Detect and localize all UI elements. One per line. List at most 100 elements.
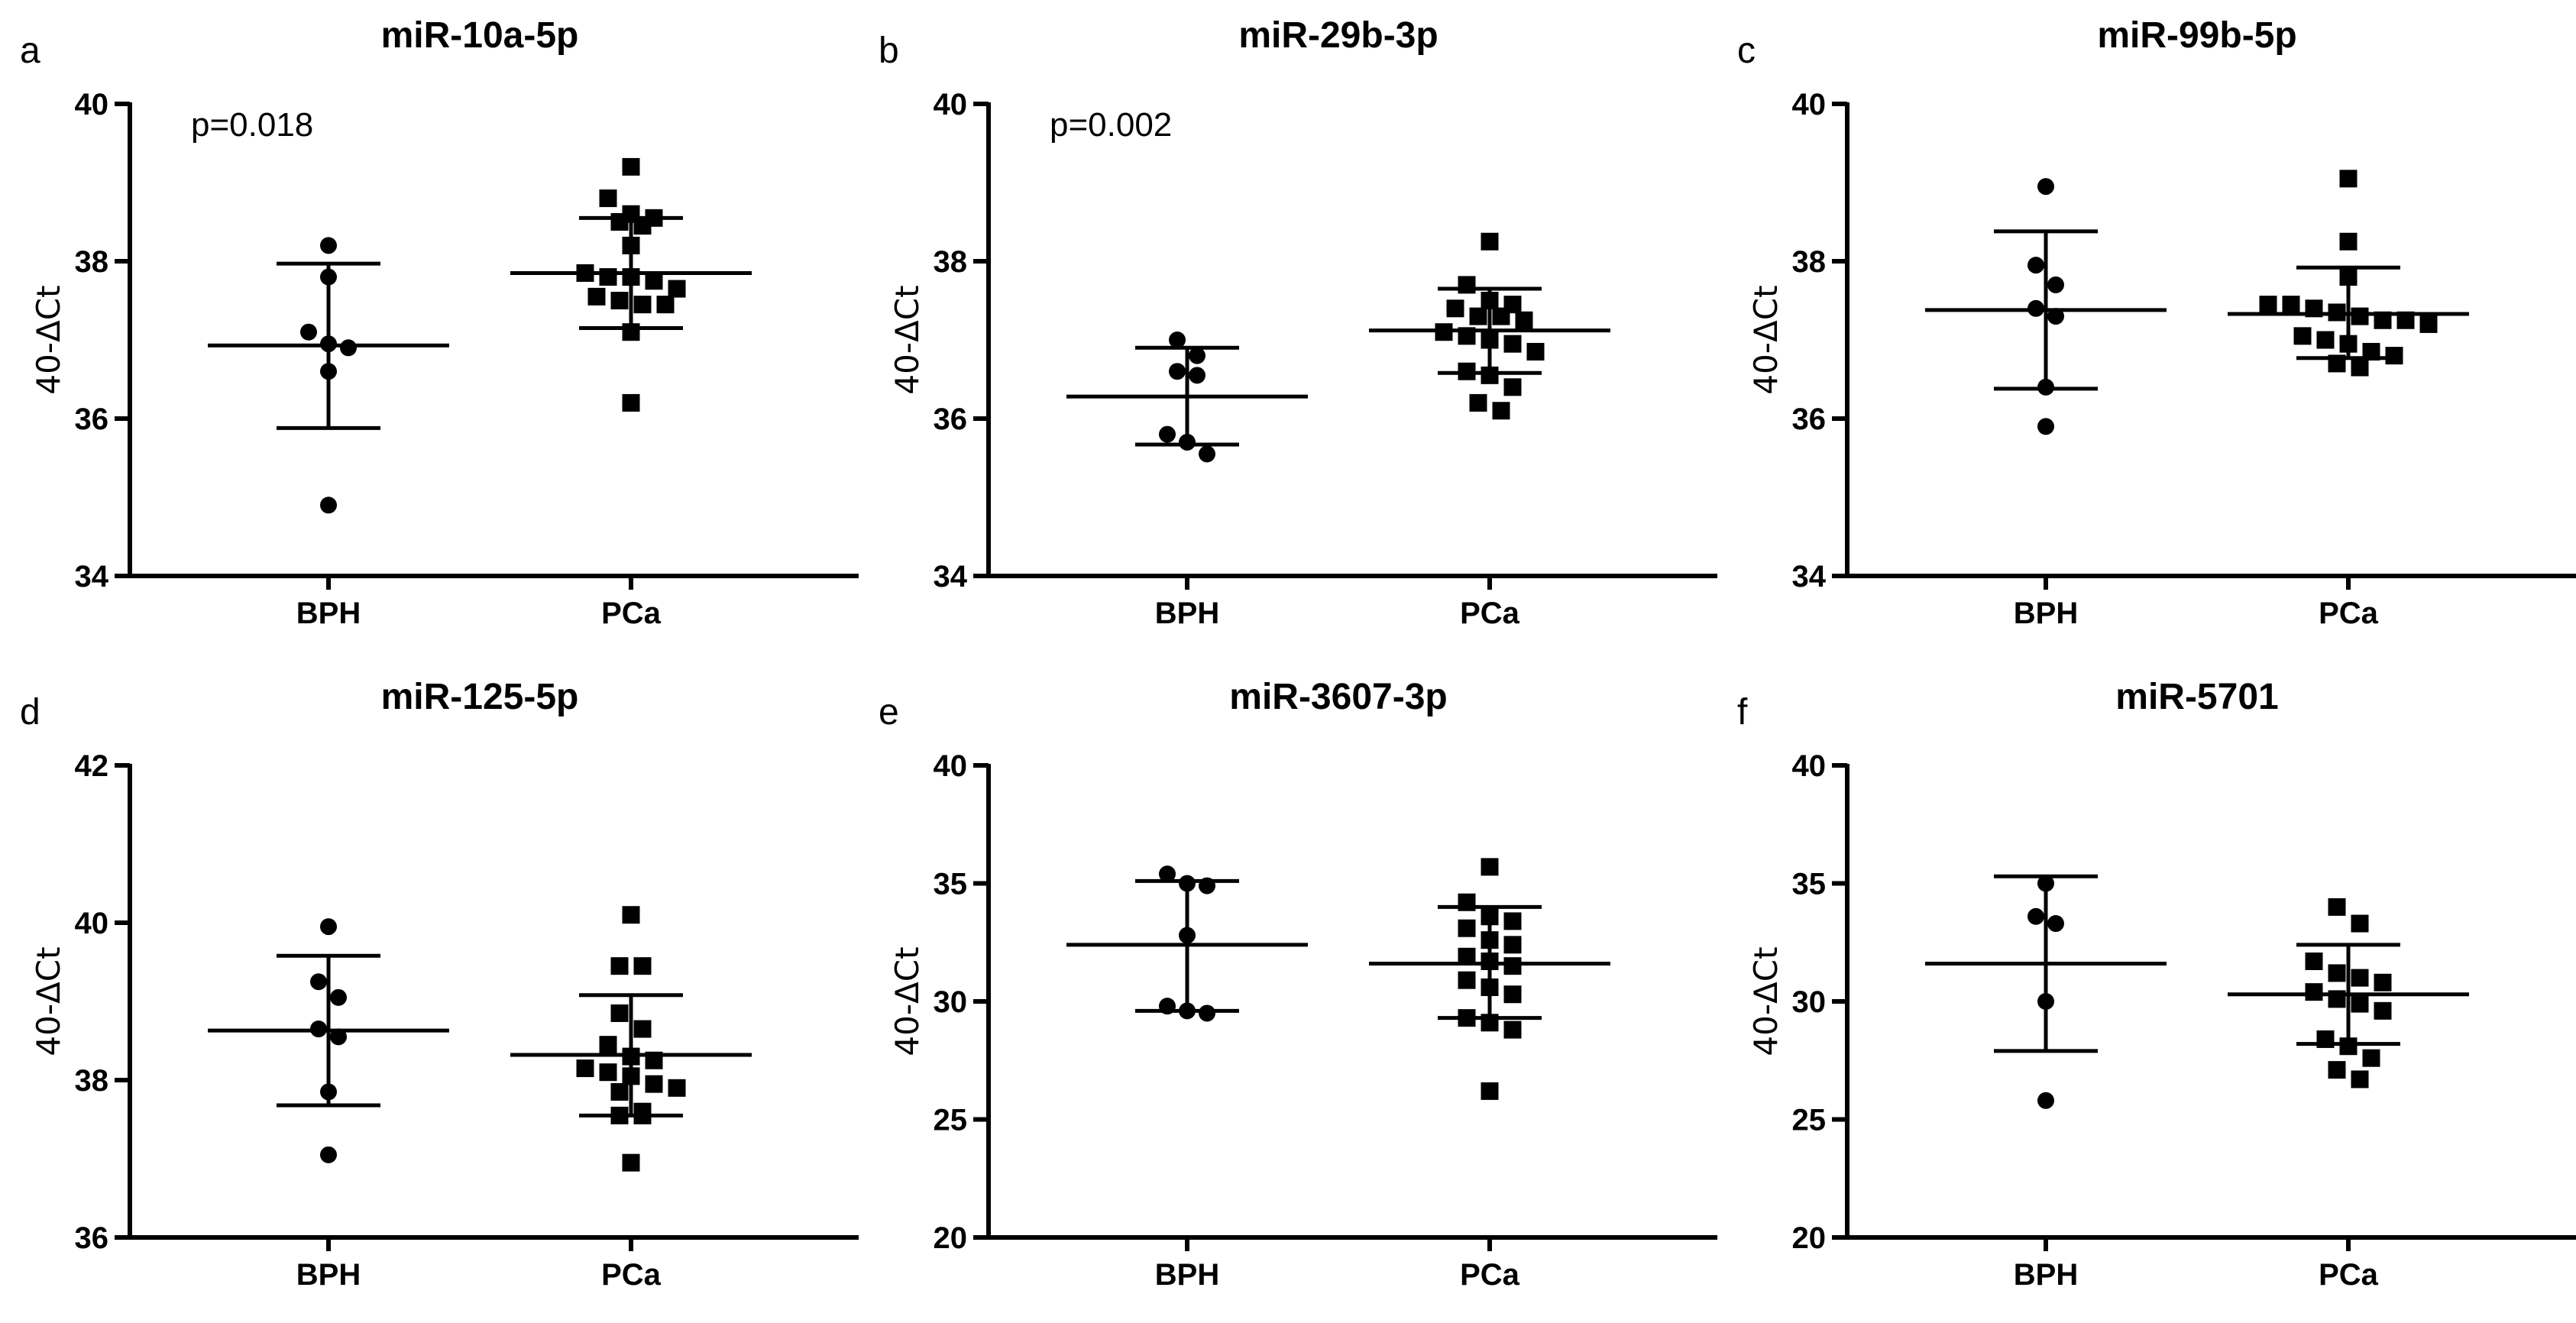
panel-label: c (1737, 31, 1756, 71)
series-pca (510, 906, 752, 1172)
data-point (2316, 331, 2335, 349)
p-value-annotation: p=0.018 (191, 106, 313, 144)
data-point (633, 1020, 652, 1038)
y-tick-label: 38 (934, 245, 968, 279)
data-point (2374, 1001, 2392, 1020)
panel-label: d (20, 692, 40, 733)
data-point (2305, 952, 2323, 970)
data-point (2339, 1037, 2358, 1056)
data-point (2328, 964, 2346, 982)
data-point (622, 393, 640, 412)
panel-label: b (879, 31, 899, 71)
chart-c: c miR-99b-5p 40-ΔCt 34 36 38 40 BPH PCa (1737, 15, 2576, 630)
chart-title: miR-3607-3p (1229, 677, 1447, 717)
data-point (2351, 307, 2369, 325)
data-point (622, 157, 640, 176)
data-point (2037, 178, 2054, 196)
y-tick-label: 35 (1792, 868, 1827, 901)
data-point (668, 1079, 686, 1097)
data-point (2259, 296, 2277, 314)
data-point (2419, 315, 2438, 333)
data-point (2305, 983, 2323, 1001)
series-bph (208, 918, 449, 1163)
data-point (599, 268, 617, 286)
series-bph (1066, 865, 1308, 1022)
data-point (610, 213, 629, 231)
panel-e: e miR-3607-3p 40-ΔCt 20 25 30 35 40 BPH PCa (859, 662, 1717, 1323)
y-tick-label: 20 (1792, 1221, 1827, 1255)
x-tick-label: BPH (296, 597, 361, 630)
data-point (320, 918, 337, 936)
y-tick-label: 40 (934, 749, 968, 783)
data-point (2027, 257, 2044, 274)
data-point (2339, 232, 2358, 251)
x-tick-label: BPH (296, 1258, 361, 1292)
data-point (1481, 1082, 1499, 1100)
data-point (310, 973, 327, 991)
data-point (622, 906, 640, 924)
series-bph (208, 237, 449, 514)
y-tick-label: 40 (1792, 88, 1827, 121)
data-point (2047, 308, 2064, 325)
series-bph (1066, 332, 1308, 463)
y-tick-label: 30 (1792, 985, 1827, 1019)
data-point (1189, 347, 1205, 364)
series-pca (2228, 170, 2469, 377)
data-point (2351, 914, 2369, 933)
data-point (610, 292, 629, 309)
chart-title: miR-29b-3p (1238, 15, 1438, 56)
data-point (1526, 342, 1545, 361)
data-point (656, 296, 675, 314)
data-point (2385, 347, 2403, 365)
data-point (2328, 898, 2346, 916)
data-point (2351, 1070, 2369, 1088)
chart-title: miR-5701 (2115, 677, 2278, 717)
data-point (1458, 947, 1476, 966)
data-point (1481, 366, 1499, 384)
data-point (2351, 358, 2369, 377)
y-tick-label: 25 (934, 1104, 968, 1137)
data-point (1503, 985, 1522, 1004)
y-axis-label: 40-ΔCt (888, 946, 926, 1056)
data-point (1159, 865, 1176, 883)
data-point (1481, 232, 1499, 251)
x-tick-label: PCa (601, 597, 662, 630)
x-tick-label: PCa (2319, 1258, 2379, 1292)
data-point (610, 957, 629, 975)
data-point (1503, 378, 1522, 396)
data-point (668, 280, 686, 298)
data-point (645, 1075, 663, 1093)
data-point (1503, 936, 1522, 954)
chart-e: e miR-3607-3p 40-ΔCt 20 25 30 35 40 BPH PCa (879, 677, 1717, 1292)
data-point (1503, 912, 1522, 930)
x-tick-label: BPH (1155, 1258, 1219, 1292)
data-point (576, 1059, 594, 1078)
data-point (1481, 858, 1499, 876)
y-tick-label: 40 (934, 88, 968, 121)
data-point (1469, 393, 1487, 412)
data-point (1169, 332, 1186, 348)
y-tick-label: 38 (75, 1064, 109, 1098)
series-pca (1369, 858, 1610, 1100)
data-point (1458, 919, 1476, 937)
data-point (2047, 276, 2064, 293)
x-tick-label: PCa (1460, 597, 1520, 630)
data-point (2374, 973, 2392, 991)
data-point (2351, 995, 2369, 1013)
y-tick-label: 34 (75, 560, 109, 594)
y-axis-label: 40-ΔCt (888, 285, 926, 394)
data-point (599, 1063, 617, 1082)
y-tick-label: 35 (934, 868, 968, 901)
chart-title: miR-10a-5p (381, 15, 579, 56)
data-point (1458, 971, 1476, 989)
data-point (1458, 276, 1476, 294)
panel-a: a miR-10a-5p 40-ΔCt 34 36 38 40 BPH PCa p=0.018 (0, 0, 859, 662)
panel-b: b miR-29b-3p 40-ΔCt 34 36 38 40 BPH PCa p=0.002 (859, 0, 1717, 662)
y-tick-label: 40 (1792, 749, 1827, 783)
y-axis-label: 40-ΔCt (30, 285, 67, 394)
data-point (300, 323, 317, 341)
data-point (330, 988, 347, 1006)
data-point (2339, 170, 2358, 188)
y-tick-label: 34 (1792, 560, 1827, 594)
data-point (622, 1153, 640, 1172)
